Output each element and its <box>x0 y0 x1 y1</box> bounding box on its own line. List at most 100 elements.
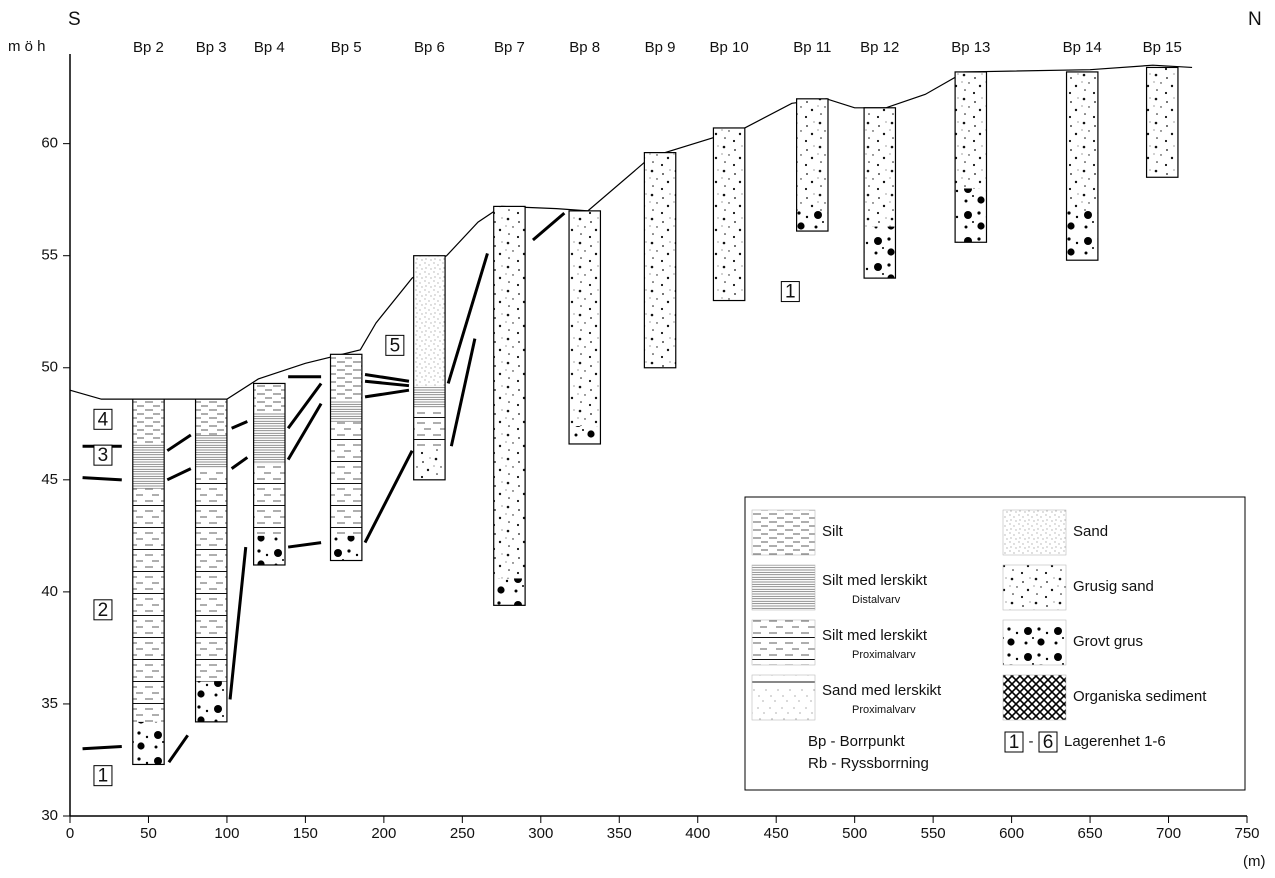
borehole-layer <box>644 153 675 368</box>
y-tick-label: 40 <box>41 583 58 600</box>
borehole-layer <box>1147 67 1178 177</box>
x-tick-label: 500 <box>842 825 867 842</box>
borehole-layer <box>864 227 895 279</box>
unit-label: 3 <box>98 445 109 466</box>
correlation-line <box>288 543 321 547</box>
borehole-label: Bp 3 <box>196 39 227 56</box>
borehole-layer <box>254 464 285 536</box>
unit-key-dash: - <box>1029 733 1034 750</box>
borehole-layer <box>713 128 744 301</box>
legend-swatch <box>752 510 815 555</box>
borehole-label: Bp 14 <box>1063 39 1102 56</box>
unit-label: 2 <box>98 600 109 621</box>
borehole-layer <box>196 682 227 722</box>
correlation-line <box>365 451 412 543</box>
north-label: N <box>1248 9 1262 30</box>
y-tick-label: 50 <box>41 359 58 376</box>
correlation-line <box>365 374 409 381</box>
y-tick-label: 35 <box>41 695 58 712</box>
y-axis-label: m ö h <box>8 38 46 55</box>
borehole-label: Bp 9 <box>645 39 676 56</box>
borehole-layer <box>254 383 285 412</box>
borehole-layer <box>1067 211 1098 260</box>
x-tick-label: 150 <box>293 825 318 842</box>
correlation-line <box>83 747 122 749</box>
borehole-layer <box>254 536 285 565</box>
borehole-layer <box>797 211 828 231</box>
x-tick-label: 250 <box>450 825 475 842</box>
legend-abbreviation: Rb - Ryssborrning <box>808 755 929 772</box>
borehole-layer <box>196 435 227 469</box>
y-tick-label: 45 <box>41 471 58 488</box>
borehole-layer <box>414 256 445 386</box>
x-tick-label: 600 <box>999 825 1024 842</box>
borehole-layer <box>569 426 600 444</box>
borehole-label: Bp 2 <box>133 39 164 56</box>
x-tick-label: 750 <box>1234 825 1259 842</box>
correlation-line <box>167 469 191 480</box>
unit-key-to: 6 <box>1043 732 1054 753</box>
legend-label: Organiska sediment <box>1073 688 1207 705</box>
x-tick-label: 450 <box>764 825 789 842</box>
x-axis-label: (m) <box>1243 853 1266 870</box>
borehole-layer <box>955 72 986 189</box>
legend-label: Sand med lerskikt <box>822 682 942 699</box>
borehole-layer <box>494 578 525 605</box>
legend-label: Silt med lerskikt <box>822 572 928 589</box>
x-tick-label: 350 <box>607 825 632 842</box>
legend-swatch <box>752 675 815 720</box>
legend-note: Proximalvarv <box>852 649 916 661</box>
borehole-layer <box>955 188 986 242</box>
borehole-label: Bp 15 <box>1143 39 1182 56</box>
unit-label: 5 <box>390 335 401 356</box>
borehole-label: Bp 12 <box>860 39 899 56</box>
borehole-label: Bp 4 <box>254 39 285 56</box>
borehole-layer <box>331 536 362 561</box>
correlation-line <box>232 422 248 429</box>
borehole-label: Bp 6 <box>414 39 445 56</box>
correlation-line <box>288 404 321 460</box>
legend-swatch <box>1003 565 1066 610</box>
borehole-layer <box>864 108 895 227</box>
unit-key-from: 1 <box>1009 732 1020 753</box>
legend-label: Grusig sand <box>1073 578 1154 595</box>
correlation-line <box>365 381 409 385</box>
x-tick-label: 300 <box>528 825 553 842</box>
borehole-layer <box>414 448 445 479</box>
borehole-label: Bp 13 <box>951 39 990 56</box>
legend-abbreviation: Bp - Borrpunkt <box>808 733 906 750</box>
correlation-line <box>365 390 409 397</box>
correlation-line <box>232 457 248 468</box>
x-tick-label: 650 <box>1078 825 1103 842</box>
correlation-line <box>451 339 475 447</box>
borehole-label: Bp 7 <box>494 39 525 56</box>
correlation-line <box>167 435 191 451</box>
y-tick-label: 60 <box>41 135 58 152</box>
legend-swatch <box>1003 620 1066 665</box>
borehole-layer <box>414 408 445 448</box>
legend-swatch <box>752 620 815 665</box>
borehole-layer <box>331 422 362 536</box>
south-label: S <box>68 9 81 30</box>
x-tick-label: 200 <box>371 825 396 842</box>
y-tick-label: 30 <box>41 807 58 824</box>
borehole-layer <box>254 413 285 465</box>
x-tick-label: 50 <box>140 825 157 842</box>
borehole-layer <box>797 99 828 211</box>
legend-label: Silt med lerskikt <box>822 627 928 644</box>
borehole-layer <box>494 206 525 578</box>
borehole-layer <box>331 401 362 421</box>
legend-note: Distalvarv <box>852 594 901 606</box>
y-tick-label: 55 <box>41 247 58 264</box>
unit-label: 1 <box>98 766 109 787</box>
legend-label: Sand <box>1073 523 1108 540</box>
unit-label: 4 <box>98 409 109 430</box>
legend-swatch <box>1003 510 1066 555</box>
correlation-line <box>533 213 564 240</box>
terrain-surface <box>70 65 1192 399</box>
borehole-label: Bp 11 <box>793 39 831 56</box>
borehole-layer <box>569 211 600 426</box>
x-tick-label: 400 <box>685 825 710 842</box>
correlation-line <box>83 478 122 480</box>
borehole-label: Bp 10 <box>710 39 749 56</box>
